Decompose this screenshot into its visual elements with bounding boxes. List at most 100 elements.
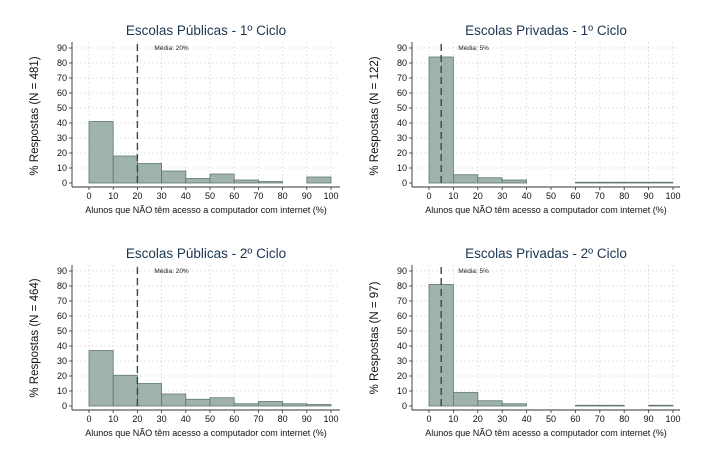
y-tick-label: 10 [397,163,407,173]
x-axis-label: Alunos que NÃO têm acesso a computador c… [85,205,327,215]
x-tick-label: 80 [619,191,629,201]
x-tick-label: 0 [86,191,91,201]
x-tick-label: 40 [522,191,532,201]
x-tick-label: 60 [570,414,580,424]
y-tick-label: 60 [57,311,67,321]
x-tick-label: 40 [181,191,191,201]
x-axis-label: Alunos que NÃO têm acesso a computador c… [425,205,667,215]
y-tick-label: 40 [397,341,407,351]
y-axis-label: % Respostas (N = 122) [369,56,381,175]
x-tick-label: 70 [595,191,605,201]
x-tick-label: 30 [157,414,167,424]
x-axis-label: Alunos que NÃO têm acesso a computador c… [85,428,327,438]
x-tick-label: 40 [181,414,191,424]
y-tick-label: 50 [397,326,407,336]
bar [233,179,259,184]
x-tick-label: 20 [132,414,142,424]
x-tick-label: 10 [448,414,458,424]
bar [575,181,601,184]
bar [88,350,114,407]
mean-annotation: Média: 5% [458,268,489,275]
y-tick-label: 40 [57,118,67,128]
x-tick-label: 30 [157,191,167,201]
y-tick-label: 30 [57,133,67,143]
bar [477,177,503,184]
y-tick-label: 80 [397,281,407,291]
x-tick-label: 20 [473,191,483,201]
x-tick-label: 10 [448,191,458,201]
y-tick-label: 70 [397,73,407,83]
x-tick-label: 70 [253,191,263,201]
bar [452,174,479,184]
bar [233,403,259,407]
y-tick-label: 60 [57,88,67,98]
bar [282,403,308,407]
bar [575,404,601,407]
y-tick-label: 70 [397,296,407,306]
y-tick-label: 50 [397,103,407,113]
x-tick-label: 50 [205,414,215,424]
bar [306,176,332,184]
y-tick-label: 40 [57,341,67,351]
y-tick-label: 10 [397,386,407,396]
x-tick-label: 50 [546,414,556,424]
x-tick-label: 80 [278,414,288,424]
bar [648,404,674,407]
y-tick-label: 10 [57,386,67,396]
bar [428,56,454,184]
x-tick-label: 10 [108,191,118,201]
bar [136,383,162,407]
chart-panel-3: Média: 20% 0 10 20 30 40 50 60 70 80 90 0 10 20 30 40 50… [29,246,340,438]
bars [88,121,332,184]
x-tick-label: 80 [619,414,629,424]
bar [623,181,650,184]
x-tick-label: 90 [644,191,654,201]
y-tick-label: 90 [397,43,407,53]
y-tick-label: 40 [397,118,407,128]
chart-panel-4: Média: 5% 0 10 20 30 40 50 60 70 80 90 0 10 20 30 40 50 6… [369,246,681,438]
y-tick-label: 80 [397,58,407,68]
chart-panel-1: Média: 20% 0 10 20 30 40 50 60 70 80 90 0 10 20 30 40 50… [29,23,340,215]
y-tick-label: 90 [57,43,67,53]
bar [209,173,235,184]
y-tick-label: 20 [57,371,67,381]
x-tick-label: 60 [570,191,580,201]
y-tick-label: 60 [397,88,407,98]
x-tick-label: 100 [665,191,680,201]
mean-annotation: Média: 20% [154,268,189,275]
mean-annotation: Média: 5% [458,45,489,52]
y-tick-label: 70 [57,296,67,306]
bar [112,374,138,407]
x-tick-label: 60 [229,414,239,424]
y-tick-label: 20 [397,148,407,158]
y-axis-label: % Respostas (N = 97) [369,281,381,394]
x-tick-label: 0 [426,191,431,201]
x-tick-label: 10 [108,414,118,424]
y-tick-label: 0 [62,178,67,188]
bar [136,163,162,184]
x-tick-label: 30 [497,191,507,201]
bar [306,404,332,407]
x-tick-label: 0 [426,414,431,424]
y-tick-label: 30 [57,356,67,366]
bars [428,56,674,184]
y-tick-label: 30 [397,356,407,366]
bar [185,178,211,184]
gridlines [412,42,680,183]
x-tick-label: 90 [302,414,312,424]
bar [112,155,138,184]
x-tick-label: 20 [473,414,483,424]
x-tick-label: 50 [546,191,556,201]
chart-title: Escolas Privadas - 2º Ciclo [465,246,627,261]
x-tick-label: 40 [522,414,532,424]
bar [501,403,528,407]
bar [477,400,503,407]
y-tick-label: 10 [57,163,67,173]
bar [88,121,114,184]
bar [209,397,235,407]
y-tick-label: 0 [402,401,407,411]
x-axis-label: Alunos que NÃO têm acesso a computador c… [425,428,667,438]
chart-title: Escolas Privadas - 1º Ciclo [465,23,627,38]
x-tick-label: 70 [253,414,263,424]
